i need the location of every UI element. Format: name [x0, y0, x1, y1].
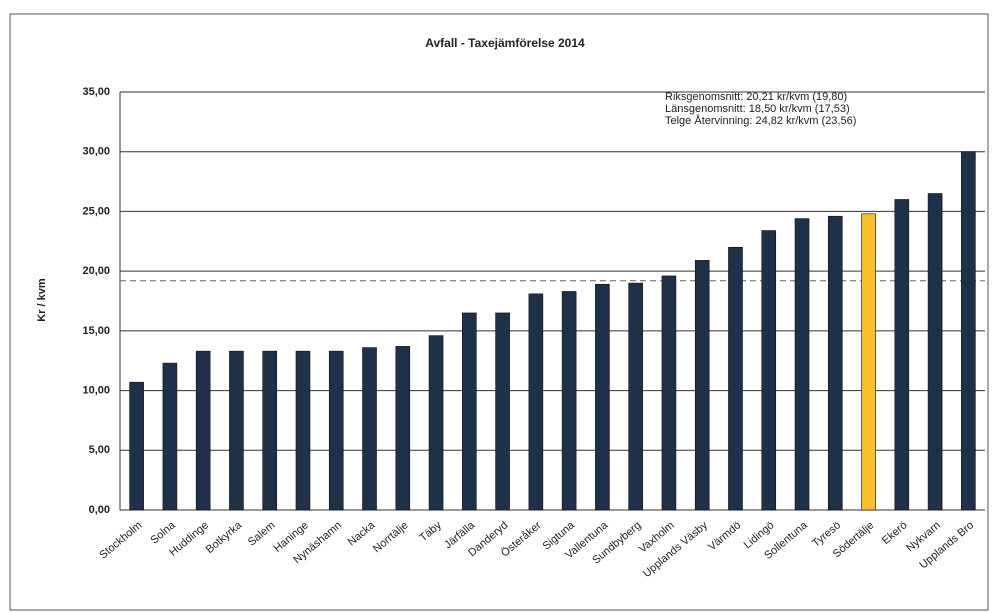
frame [9, 13, 989, 611]
y-tick-label: 25,00 [82, 205, 110, 217]
bar [861, 213, 876, 511]
bar [595, 283, 610, 511]
annotation: Riksgenomsnitt: 20,21 kr/kvm (19,80) [665, 91, 847, 103]
bar [794, 218, 810, 511]
bar [328, 350, 344, 511]
bar [528, 293, 544, 511]
bar [462, 312, 477, 511]
bar [761, 230, 777, 511]
x-tick-label: Solna [148, 519, 178, 547]
bar [894, 199, 910, 511]
bar [229, 350, 244, 511]
y-tick-label: 35,00 [82, 86, 110, 98]
bar [428, 335, 444, 511]
bar [827, 215, 843, 511]
bar [495, 312, 510, 511]
x-tick-label: Täby [417, 519, 444, 544]
bar [195, 350, 211, 511]
x-tick-label: Stockholm [97, 519, 144, 561]
bar [728, 246, 743, 511]
y-tick-label: 5,00 [89, 444, 110, 456]
bar [628, 282, 643, 511]
bar [927, 193, 943, 511]
y-tick-label: 0,00 [89, 504, 110, 516]
annotation: Telge Återvinning: 24,82 kr/kvm (23,56) [665, 114, 856, 127]
x-tick-label: Botkyrka [204, 519, 245, 556]
x-tick-label: Värmdö [706, 519, 743, 553]
annotation: Länsgenomsnitt: 18,50 kr/kvm (17,53) [665, 103, 850, 115]
y-tick-label: 20,00 [82, 265, 110, 277]
bar [362, 347, 377, 511]
y-tick-label: 10,00 [82, 384, 110, 396]
x-tick-label: Ekerö [880, 519, 910, 547]
bar [129, 381, 144, 511]
bar [661, 275, 677, 511]
bar [961, 151, 976, 511]
bar [561, 291, 577, 511]
x-tick-label: Norrtälje [371, 519, 411, 555]
bar [295, 350, 311, 511]
bar [694, 260, 710, 511]
bar [262, 350, 278, 511]
y-tick-label: 30,00 [82, 146, 110, 158]
chart-title: Avfall - Taxejämförelse 2014 [425, 36, 585, 50]
y-axis-label: Kr / kvm [36, 278, 48, 322]
y-tick-label: 15,00 [82, 325, 110, 337]
bar [395, 346, 411, 511]
bar [162, 362, 178, 511]
